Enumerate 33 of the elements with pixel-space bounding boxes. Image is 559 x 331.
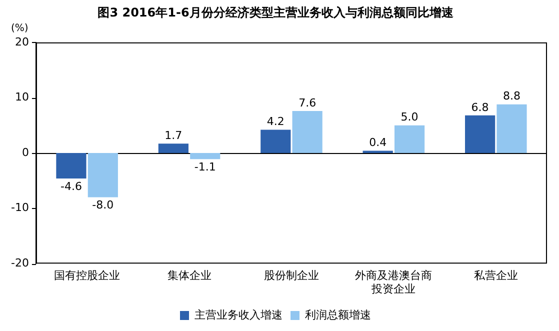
data-label: 1.7 (164, 128, 182, 142)
data-label: 6.8 (471, 100, 489, 114)
data-label: 7.6 (298, 96, 316, 110)
data-label: 4.2 (266, 115, 284, 128)
y-tick-label: 0 (22, 146, 29, 159)
bar (260, 130, 291, 153)
bar (190, 153, 220, 160)
bar (496, 104, 527, 153)
y-tick-label: -10 (11, 201, 29, 214)
y-axis-title: (%) (10, 22, 28, 34)
bar (88, 153, 118, 198)
y-tick-label: 20 (14, 35, 29, 48)
bar (465, 115, 496, 153)
legend-label: 主营业务收入增速 (194, 308, 282, 322)
bar (394, 125, 425, 153)
x-tick-label: 股份制企业 (264, 269, 319, 282)
data-label: -8.0 (92, 198, 114, 212)
bar (56, 153, 86, 178)
bar (292, 110, 322, 153)
data-label: -1.1 (194, 160, 216, 174)
chart-title: 图3 2016年1-6月份分经济类型主营业务收入与利润总额同比增速 (98, 5, 454, 20)
data-label: -4.6 (60, 180, 82, 193)
x-tick-label: 国有控股企业 (54, 269, 120, 282)
data-label: 5.0 (400, 110, 418, 124)
legend-label: 利润总额增速 (305, 308, 371, 322)
x-tick-label: 私营企业 (474, 269, 518, 282)
data-label: 0.4 (369, 136, 387, 150)
x-tick-label: 外商及港澳台商投资企业 (355, 269, 432, 296)
bar (158, 144, 188, 153)
y-tick-label: -20 (11, 256, 29, 270)
x-tick-label: 集体企业 (167, 269, 212, 282)
data-label: 8.8 (502, 90, 520, 103)
y-tick-label: 10 (14, 90, 29, 104)
